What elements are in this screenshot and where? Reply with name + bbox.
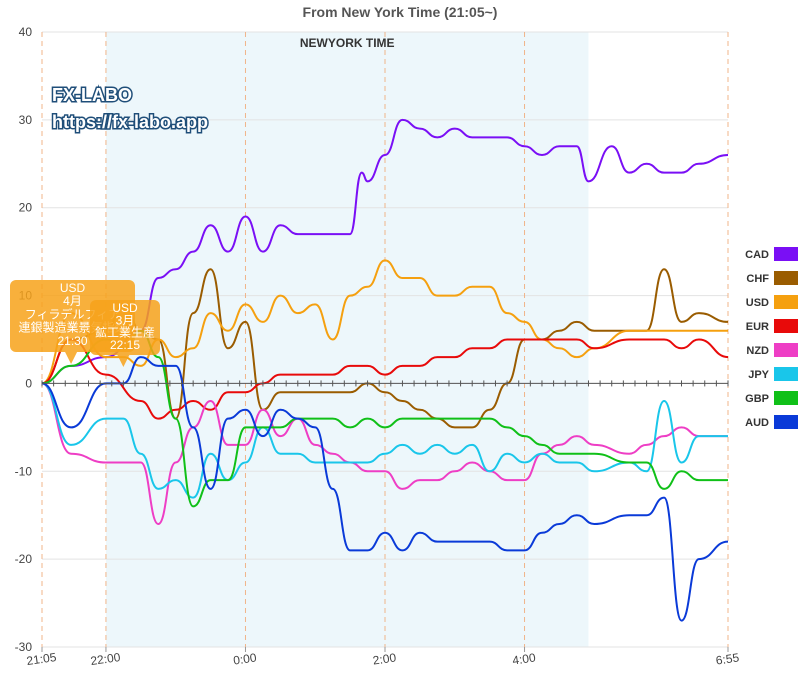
annotation-pointer [117, 355, 130, 367]
series-line-jpy [41, 382, 728, 499]
annotation-text: 4月 [63, 294, 82, 308]
legend-item-nzd: NZD [746, 343, 798, 357]
x-tick-label: 22:00 [90, 650, 122, 668]
legend-label: NZD [746, 345, 769, 357]
legend: CAD CHF USD EUR NZD JPY GBP AUD [745, 247, 798, 429]
legend-swatch [774, 295, 798, 309]
legend-swatch [774, 391, 798, 405]
annotation-pointer [65, 352, 78, 364]
annotation-text: USD [60, 281, 86, 295]
series-line-eur [41, 338, 729, 420]
chart-title: From New York Time (21:05~) [303, 4, 498, 20]
legend-label: AUD [745, 417, 769, 429]
y-tick-label: 40 [19, 25, 33, 39]
annotation-box [90, 300, 160, 355]
legend-item-usd: USD [746, 295, 798, 309]
annotation-text: 21:30 [57, 334, 87, 348]
x-tick-label: 6:55 [715, 650, 740, 667]
x-tick-label: 2:00 [372, 650, 397, 667]
y-tick-label: -10 [15, 464, 33, 478]
event-annotations: USD4月フィラデルフィア連銀製造業景気指数21:30USD3月鉱工業生産22:… [10, 280, 160, 367]
legend-item-jpy: JPY [748, 367, 798, 381]
y-tick-label: 0 [25, 376, 32, 390]
legend-swatch [774, 367, 798, 381]
legend-item-eur: EUR [746, 319, 798, 333]
y-tick-label: 30 [19, 113, 33, 127]
zero-axis [41, 380, 729, 387]
legend-swatch [774, 271, 798, 285]
x-tick-labels: 21:05 22:00 0:00 2:00 4:00 6:55 [26, 647, 740, 668]
y-tick-label: -30 [15, 640, 33, 654]
legend-label: JPY [748, 369, 769, 381]
legend-item-cad: CAD [745, 247, 798, 261]
y-tick-label: -20 [15, 552, 33, 566]
legend-label: CAD [745, 249, 769, 261]
x-tick-label: 21:05 [26, 650, 58, 668]
watermark-url: https://fx-labo.app [52, 112, 208, 132]
watermark: FX-LABO https://fx-labo.app [51, 84, 210, 134]
annotation-text: 3月 [116, 313, 135, 327]
series-lines [41, 118, 729, 622]
x-tick-label: 4:00 [511, 650, 536, 667]
legend-label: EUR [746, 321, 769, 333]
series-line-nzd [41, 382, 728, 525]
legend-label: USD [746, 297, 769, 309]
series-line-aud [41, 356, 729, 622]
newyork-band-label: NEWYORK TIME [300, 36, 395, 50]
annotation-text: 22:15 [110, 338, 140, 352]
series-line-gbp [41, 329, 728, 508]
legend-swatch [774, 319, 798, 333]
legend-swatch [774, 247, 798, 261]
watermark-brand: FX-LABO [52, 85, 132, 105]
legend-label: GBP [745, 393, 769, 405]
legend-swatch [774, 343, 798, 357]
x-tick-label: 0:00 [232, 650, 257, 667]
annotation-text: USD [112, 301, 138, 315]
legend-swatch [774, 415, 798, 429]
annotation-text: 鉱工業生産 [95, 325, 155, 340]
legend-item-gbp: GBP [745, 391, 798, 405]
legend-item-aud: AUD [745, 415, 798, 429]
legend-item-chf: CHF [746, 271, 798, 285]
series-line-cad [41, 118, 729, 385]
y-tick-label: 20 [19, 201, 33, 215]
legend-label: CHF [746, 273, 769, 285]
